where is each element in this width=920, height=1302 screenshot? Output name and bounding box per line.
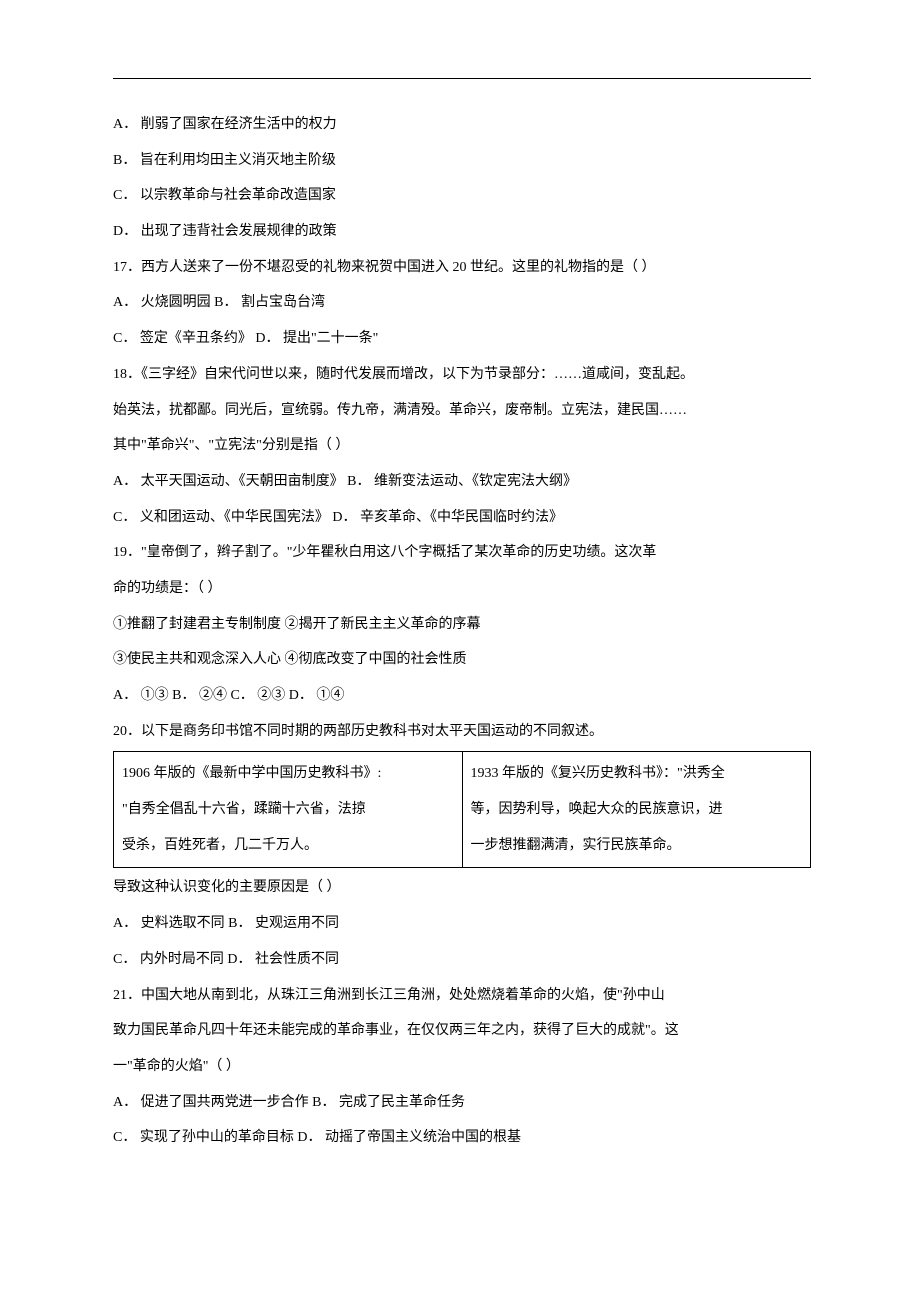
q18-stem-line1: 18．《三字经》自宋代问世以来，随时代发展而增改，以下为节录部分：……道咸间，变…: [113, 357, 811, 393]
q19-stem-line1: 19．"皇帝倒了，辫子割了。"少年瞿秋白用这八个字概括了某次革命的历史功绩。这次…: [113, 535, 811, 571]
q16-option-c: C． 以宗教革命与社会革命改造国家: [113, 178, 811, 214]
q21-stem-line1: 21．中国大地从南到北，从珠江三角洲到长江三角洲，处处燃烧着革命的火焰，使"孙中…: [113, 978, 811, 1014]
top-divider: [113, 78, 811, 79]
q17-options-row1: A． 火烧圆明园 B． 割占宝岛台湾: [113, 285, 811, 321]
q16-option-a: A． 削弱了国家在经济生活中的权力: [113, 107, 811, 143]
exam-page: A． 削弱了国家在经济生活中的权力 B． 旨在利用均田主义消灭地主阶级 C． 以…: [0, 0, 920, 1302]
q17-options-row2: C． 签定《辛丑条约》 D． 提出"二十一条": [113, 321, 811, 357]
q18-options-row2: C． 义和团运动、《中华民国宪法》 D． 辛亥革命、《中华民国临时约法》: [113, 500, 811, 536]
q20-right-line3: 一步想推翻满清，实行民族革命。: [471, 828, 803, 864]
q19-statements-2: ③使民主共和观念深入人心 ④彻底改变了中国的社会性质: [113, 642, 811, 678]
q21-options-row2: C． 实现了孙中山的革命目标 D． 动摇了帝国主义统治中国的根基: [113, 1120, 811, 1156]
q18-stem-line3: 其中"革命兴"、"立宪法"分别是指（ ）: [113, 428, 811, 464]
q20-cell-left: 1906 年版的《最新中学中国历史教科书》: "自秀全倡乱十六省，蹂躏十六省，法…: [114, 752, 463, 868]
q21-options-row1: A． 促进了国共两党进一步合作 B． 完成了民主革命任务: [113, 1085, 811, 1121]
q20-options-row1: A． 史料选取不同 B． 史观运用不同: [113, 906, 811, 942]
q20-right-line1: 1933 年版的《复兴历史教科书》："洪秀全: [471, 756, 803, 792]
q18-stem-line2: 始英法，扰都鄙。同光后，宣统弱。传九帝，满清殁。革命兴，废帝制。立宪法，建民国……: [113, 393, 811, 429]
q18-options-row1: A． 太平天国运动、《天朝田亩制度》 B． 维新变法运动、《钦定宪法大纲》: [113, 464, 811, 500]
q20-cell-right: 1933 年版的《复兴历史教科书》："洪秀全 等，因势利导，唤起大众的民族意识，…: [462, 752, 811, 868]
q20-left-line1: 1906 年版的《最新中学中国历史教科书》:: [122, 756, 454, 792]
q21-stem-line2: 致力国民革命凡四十年还未能完成的革命事业，在仅仅两三年之内，获得了巨大的成就"。…: [113, 1013, 811, 1049]
q20-left-line3: 受杀，百姓死者，几二千万人。: [122, 828, 454, 864]
q19-statements-1: ①推翻了封建君主专制制度 ②揭开了新民主主义革命的序幕: [113, 607, 811, 643]
q20-right-line2: 等，因势利导，唤起大众的民族意识，进: [471, 792, 803, 828]
q17-stem: 17．西方人送来了一份不堪忍受的礼物来祝贺中国进入 20 世纪。这里的礼物指的是…: [113, 250, 811, 286]
q20-after: 导致这种认识变化的主要原因是（ ）: [113, 870, 811, 906]
q20-table: 1906 年版的《最新中学中国历史教科书》: "自秀全倡乱十六省，蹂躏十六省，法…: [113, 751, 811, 868]
q19-options: A． ①③ B． ②④ C． ②③ D． ①④: [113, 678, 811, 714]
table-row: 1906 年版的《最新中学中国历史教科书》: "自秀全倡乱十六省，蹂躏十六省，法…: [114, 752, 811, 868]
q19-stem-line2: 命的功绩是：（ ）: [113, 571, 811, 607]
q16-option-b: B． 旨在利用均田主义消灭地主阶级: [113, 143, 811, 179]
q20-options-row2: C． 内外时局不同 D． 社会性质不同: [113, 942, 811, 978]
q21-stem-line3: 一"革命的火焰"（ ）: [113, 1049, 811, 1085]
q20-stem: 20．以下是商务印书馆不同时期的两部历史教科书对太平天国运动的不同叙述。: [113, 714, 811, 750]
q16-option-d: D． 出现了违背社会发展规律的政策: [113, 214, 811, 250]
q20-left-line2: "自秀全倡乱十六省，蹂躏十六省，法掠: [122, 792, 454, 828]
